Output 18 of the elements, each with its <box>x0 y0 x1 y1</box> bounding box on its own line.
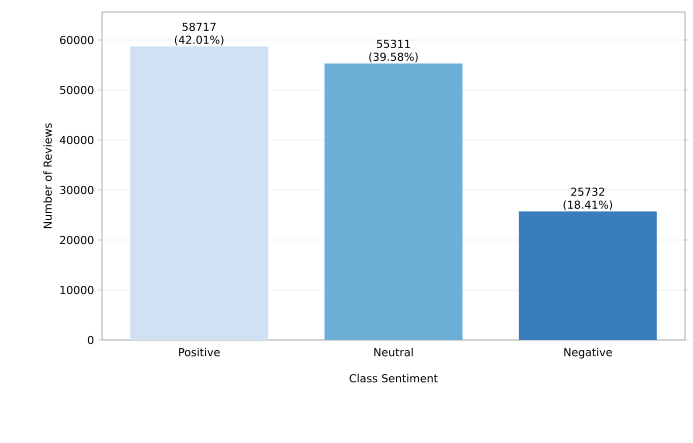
y-tick-label: 50000 <box>60 86 94 94</box>
x-tick-label: Negative <box>564 348 612 358</box>
bar <box>324 63 462 340</box>
y-tick-label: 0 <box>88 336 94 344</box>
bar <box>130 46 268 340</box>
y-tick-label: 40000 <box>60 136 94 144</box>
y-tick-label: 10000 <box>60 286 94 294</box>
y-tick-label: 30000 <box>60 186 94 194</box>
bar <box>518 211 657 340</box>
y-tick-label: 60000 <box>60 36 94 44</box>
x-axis-title: Class Sentiment <box>350 374 438 382</box>
x-tick-label: Neutral <box>374 348 413 356</box>
y-axis-title: Number of Reviews <box>43 123 52 228</box>
data-label: 58717 (42.01%) <box>174 22 224 46</box>
data-label: 25732 (18.41%) <box>564 188 612 210</box>
x-tick-label: Positive <box>179 348 220 356</box>
data-label: 55311 (39.58%) <box>369 40 418 62</box>
y-tick-label: 20000 <box>60 236 94 244</box>
